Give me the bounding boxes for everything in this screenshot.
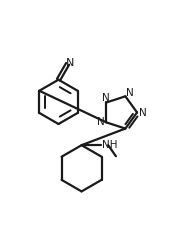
Text: N: N bbox=[97, 117, 105, 127]
Text: NH: NH bbox=[102, 140, 118, 150]
Text: N: N bbox=[66, 58, 74, 67]
Text: N: N bbox=[102, 93, 110, 103]
Text: N: N bbox=[139, 108, 147, 118]
Text: N: N bbox=[126, 88, 133, 98]
